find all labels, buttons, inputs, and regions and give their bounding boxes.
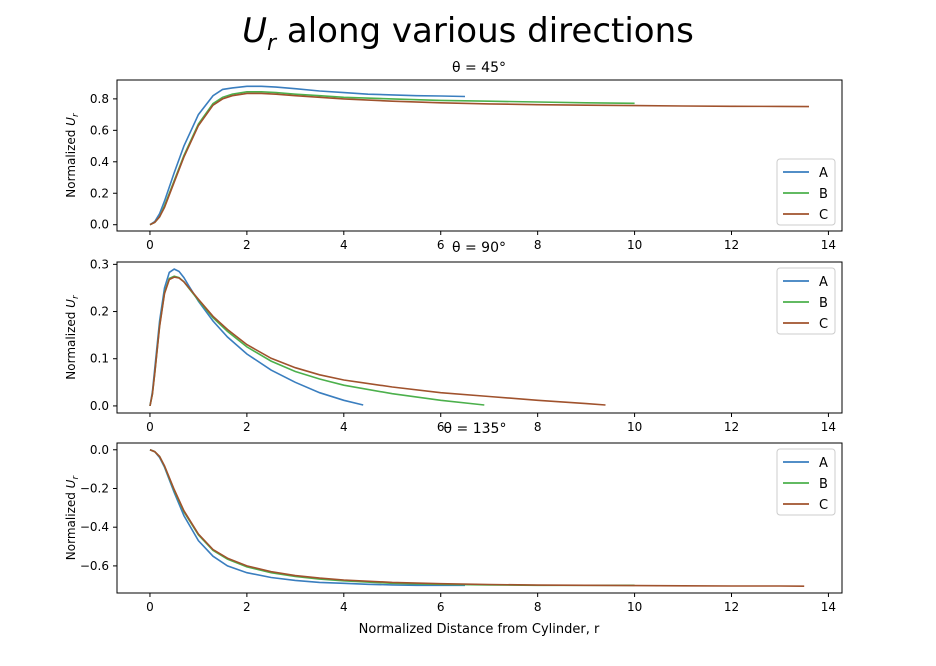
x-tick-label: 12	[724, 238, 739, 252]
x-tick-label: 6	[437, 420, 445, 434]
y-axis-label-subscript: r	[71, 475, 81, 480]
legend-box	[776, 158, 836, 226]
x-tick-label: 14	[821, 420, 836, 434]
y-axis-label-subscript: r	[71, 294, 81, 299]
x-tick-label: 10	[627, 420, 642, 434]
y-tick-label: 0.6	[90, 123, 109, 137]
subplot-1: 0 2 4 6 8 10 12 14 0.0 0.2 0.4 0.6 0.8 Normalized Ur θ…	[64, 60, 843, 252]
x-tick-label: 2	[243, 238, 251, 252]
x-tick-label: 10	[627, 238, 642, 252]
legend-label-C: C	[819, 498, 828, 513]
y-axis-label-symbol: U	[64, 299, 78, 308]
figure-title-symbol: U	[242, 11, 267, 51]
legend: ABC	[776, 267, 836, 335]
figure-title-subscript: r	[267, 31, 278, 56]
figure-title-text: along various directions	[276, 11, 694, 51]
y-axis-label: Normalized Ur	[64, 475, 81, 561]
series-line-A	[149, 85, 466, 226]
x-tick-label: 2	[243, 600, 251, 614]
x-tick-label: 8	[534, 420, 542, 434]
legend: ABC	[776, 448, 836, 516]
x-tick-label: 0	[146, 420, 154, 434]
x-tick-label: 4	[340, 420, 348, 434]
legend-label-A: A	[819, 275, 828, 290]
x-tick-label: 10	[627, 600, 642, 614]
x-tick-label: 8	[534, 238, 542, 252]
y-tick-label: 0.0	[90, 443, 109, 457]
subplot-title: θ = 90°	[452, 240, 506, 256]
y-tick-label: −0.2	[80, 481, 109, 495]
axes-frame	[116, 442, 843, 594]
y-tick-label: −0.4	[80, 520, 109, 534]
y-axis-label-subscript: r	[71, 112, 81, 117]
x-tick-label: 6	[437, 238, 445, 252]
axes-frame	[116, 261, 843, 414]
series-line-C	[149, 276, 606, 407]
legend: ABC	[776, 158, 836, 226]
legend-box	[776, 267, 836, 335]
x-tick-label: 4	[340, 238, 348, 252]
y-axis-label: Normalized Ur	[64, 112, 81, 198]
legend-label-A: A	[819, 166, 828, 181]
subplot-2: 0 2 4 6 8 10 12 14 0.0 0.1 0.2 0.3 Normalized Ur θ = …	[64, 240, 843, 434]
x-tick-label: 14	[821, 600, 836, 614]
y-axis-label-symbol: U	[64, 117, 78, 126]
subplot-title: θ = 135°	[444, 421, 507, 437]
subplot-panels: 0 2 4 6 8 10 12 14 0.0 0.2 0.4 0.6 0.8 Normalized Ur θ…	[64, 60, 843, 614]
y-axis-label-text: Normalized	[64, 308, 78, 380]
y-axis-label-symbol: U	[64, 479, 78, 488]
y-tick-label: 0.2	[90, 186, 109, 200]
y-tick-label: 0.4	[90, 155, 109, 169]
y-tick-label: 0.8	[90, 92, 109, 106]
figure-title: Ur along various directions	[242, 11, 694, 56]
y-axis-label-text: Normalized	[64, 126, 78, 198]
x-tick-label: 2	[243, 420, 251, 434]
legend-label-B: B	[819, 187, 828, 202]
y-tick-label: 0.0	[90, 399, 109, 413]
legend-label-B: B	[819, 296, 828, 311]
axes-frame	[116, 79, 843, 232]
x-tick-label: 12	[724, 420, 739, 434]
x-tick-label: 6	[437, 600, 445, 614]
y-tick-label: 0.1	[90, 352, 109, 366]
x-tick-label: 0	[146, 600, 154, 614]
x-tick-label: 12	[724, 600, 739, 614]
x-axis-label: Normalized Distance from Cylinder, r	[359, 622, 600, 637]
x-tick-label: 14	[821, 238, 836, 252]
y-tick-label: −0.6	[80, 559, 109, 573]
x-tick-label: 0	[146, 238, 154, 252]
legend-label-A: A	[819, 456, 828, 471]
legend-box	[776, 448, 836, 516]
legend-label-C: C	[819, 317, 828, 332]
legend-label-B: B	[819, 477, 828, 492]
y-tick-label: 0.0	[90, 218, 109, 232]
legend-label-C: C	[819, 208, 828, 223]
series-line-C	[149, 92, 810, 226]
y-axis-label-text: Normalized	[64, 488, 78, 560]
x-tick-label: 8	[534, 600, 542, 614]
x-tick-label: 4	[340, 600, 348, 614]
series-line-C	[149, 449, 805, 587]
y-tick-label: 0.2	[90, 305, 109, 319]
subplot-title: θ = 45°	[452, 60, 506, 76]
y-tick-label: 0.3	[90, 257, 109, 271]
y-axis-label: Normalized Ur	[64, 294, 81, 380]
